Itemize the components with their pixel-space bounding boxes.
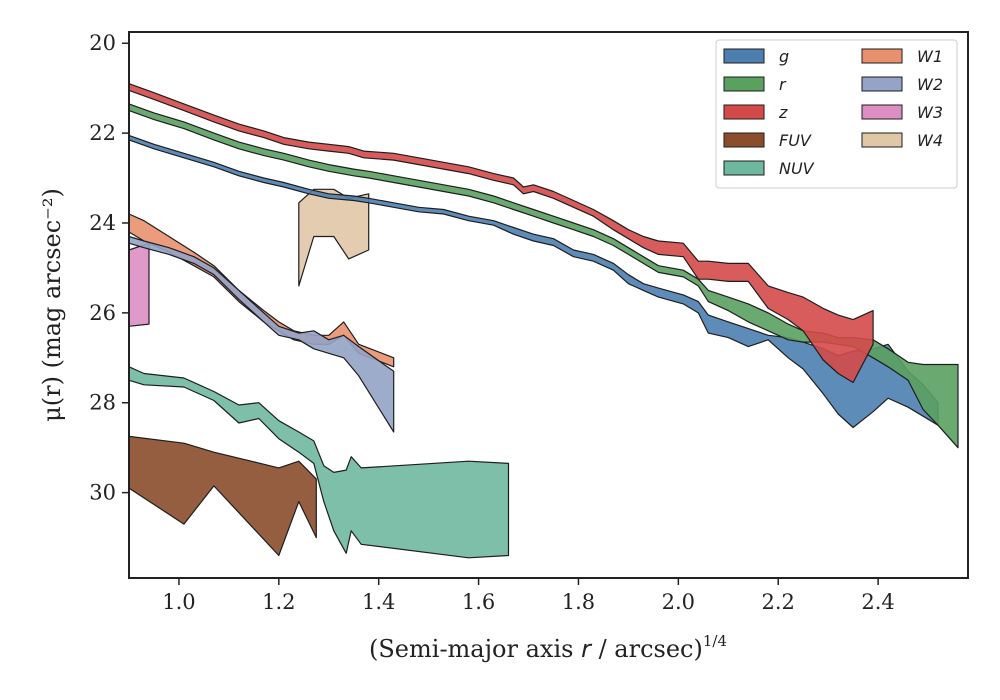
- x-tick-label: 2.2: [762, 590, 795, 614]
- y-tick-label: 22: [89, 121, 116, 145]
- legend-swatch-r: [723, 76, 765, 92]
- legend-label-g: g: [779, 47, 789, 66]
- legend-swatch-z: [723, 104, 765, 120]
- legend-label-r: r: [779, 75, 787, 94]
- legend-label-nuv: NUV: [779, 159, 815, 178]
- y-tick-label: 20: [89, 31, 116, 55]
- legend-label-w4: W4: [917, 131, 943, 150]
- y-tick-label: 24: [89, 211, 116, 235]
- x-tick-label: 1.0: [162, 590, 195, 614]
- y-axis-title: μ(r) (mag arcsec⁻²): [38, 188, 66, 422]
- plot-frame: [128, 31, 969, 579]
- legend-label-z: z: [778, 103, 788, 122]
- y-tick-label: 30: [89, 481, 116, 505]
- x-axis-title: (Semi-major axis r / arcsec)1/4: [369, 632, 727, 663]
- legend-swatch-g: [723, 48, 765, 64]
- x-tick-label: 2.4: [861, 590, 894, 614]
- band-w3: [128, 242, 150, 327]
- legend: grz FUV NUV W1 W2 W3 W4: [715, 39, 958, 189]
- legend-swatch-w2: [861, 76, 903, 92]
- x-tick-label: 1.4: [362, 590, 395, 614]
- band-areas: [128, 83, 959, 559]
- band-w2: [128, 235, 395, 433]
- band-z: [128, 83, 874, 384]
- legend-swatch-w1: [861, 48, 903, 64]
- legend-swatch-nuv: [723, 160, 765, 176]
- band-r: [128, 103, 959, 449]
- legend-label-w1: W1: [917, 47, 943, 66]
- band-nuv: [128, 366, 510, 559]
- legend-label-fuv: FUV: [779, 131, 812, 150]
- legend-swatch-w4: [861, 132, 903, 148]
- band-fuv: [128, 435, 317, 557]
- x-tick-label: 2.0: [662, 590, 695, 614]
- y-tick-label: 26: [89, 301, 116, 325]
- x-axis-ticks: 1.0 1.2 1.4 1.6 1.8 2.0 2.2 2.4: [162, 578, 895, 614]
- legend-swatch-w3: [861, 104, 903, 120]
- band-w4: [298, 188, 370, 287]
- legend-label-w2: W2: [917, 75, 943, 94]
- x-tick-label: 1.8: [562, 590, 595, 614]
- x-tick-label: 1.6: [462, 590, 495, 614]
- legend-label-w3: W3: [917, 103, 943, 122]
- x-tick-label: 1.2: [262, 590, 295, 614]
- y-axis-ticks: 20 22 24 26 28 30: [89, 31, 129, 505]
- legend-swatch-fuv: [723, 132, 765, 148]
- y-tick-label: 28: [89, 391, 116, 415]
